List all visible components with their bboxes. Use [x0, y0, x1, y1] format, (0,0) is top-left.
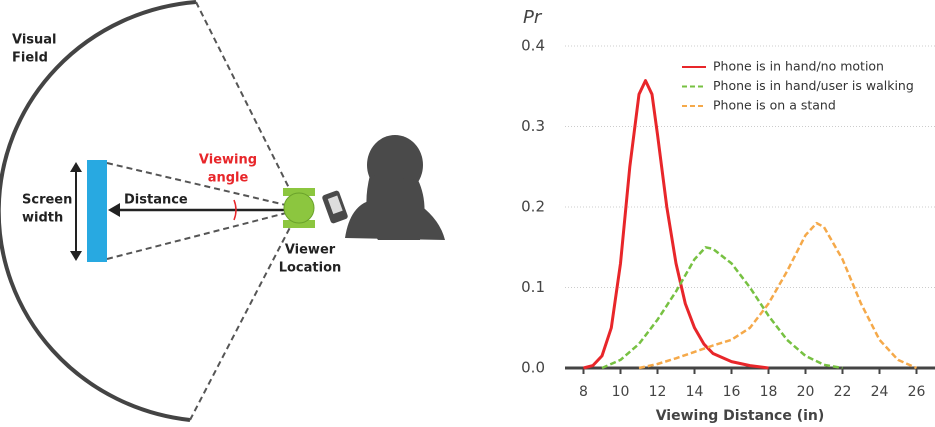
- x-tick-label: 10: [612, 384, 630, 400]
- x-tick-label: 16: [723, 384, 741, 400]
- x-tick-label: 8: [579, 384, 588, 400]
- screen: [87, 160, 107, 262]
- visual-field-label: Visual: [12, 33, 57, 48]
- viewing-angle-label: Viewing: [199, 153, 257, 168]
- arrow-head: [108, 203, 120, 217]
- legend-label: Phone is on a stand: [713, 98, 836, 113]
- angle-edge: [107, 212, 290, 259]
- person-silhouette: [321, 135, 445, 240]
- figure: Visual Field Viewing angle Screen width …: [0, 0, 935, 427]
- screen-width-label: Screen: [22, 193, 72, 208]
- x-tick-label: 12: [649, 384, 667, 400]
- viewing-angle-label: angle: [208, 171, 249, 186]
- series-line: [584, 81, 769, 368]
- viewer-label: Location: [279, 261, 342, 276]
- y-axis-label: Pr: [523, 7, 543, 28]
- x-tick-label: 22: [834, 384, 852, 400]
- x-tick-label: 14: [686, 384, 704, 400]
- screen-width-label: width: [22, 211, 63, 226]
- series-line: [639, 223, 917, 368]
- x-tick-label: 24: [871, 384, 889, 400]
- viewer-marker: [284, 193, 314, 223]
- y-tick-label: 0.0: [521, 359, 545, 377]
- y-tick-label: 0.2: [521, 198, 545, 216]
- visual-field-label: Field: [12, 51, 48, 66]
- y-tick-label: 0.4: [521, 37, 545, 55]
- legend-label: Phone is in hand/no motion: [713, 59, 884, 74]
- y-tick-label: 0.3: [521, 117, 545, 135]
- x-axis-label: Viewing Distance (in): [656, 408, 825, 424]
- x-tick-label: 20: [797, 384, 815, 400]
- distance-label: Distance: [124, 193, 188, 208]
- field-edge: [190, 212, 298, 420]
- legend-label: Phone is in hand/user is walking: [713, 78, 914, 93]
- x-tick-label: 18: [760, 384, 778, 400]
- diagram: Visual Field Viewing angle Screen width …: [0, 2, 445, 420]
- series-line: [602, 247, 843, 368]
- page: Visual Field Viewing angle Screen width …: [0, 0, 935, 427]
- y-tick-label: 0.1: [521, 278, 545, 296]
- x-tick-label: 26: [908, 384, 926, 400]
- viewer-label: Viewer: [285, 243, 336, 258]
